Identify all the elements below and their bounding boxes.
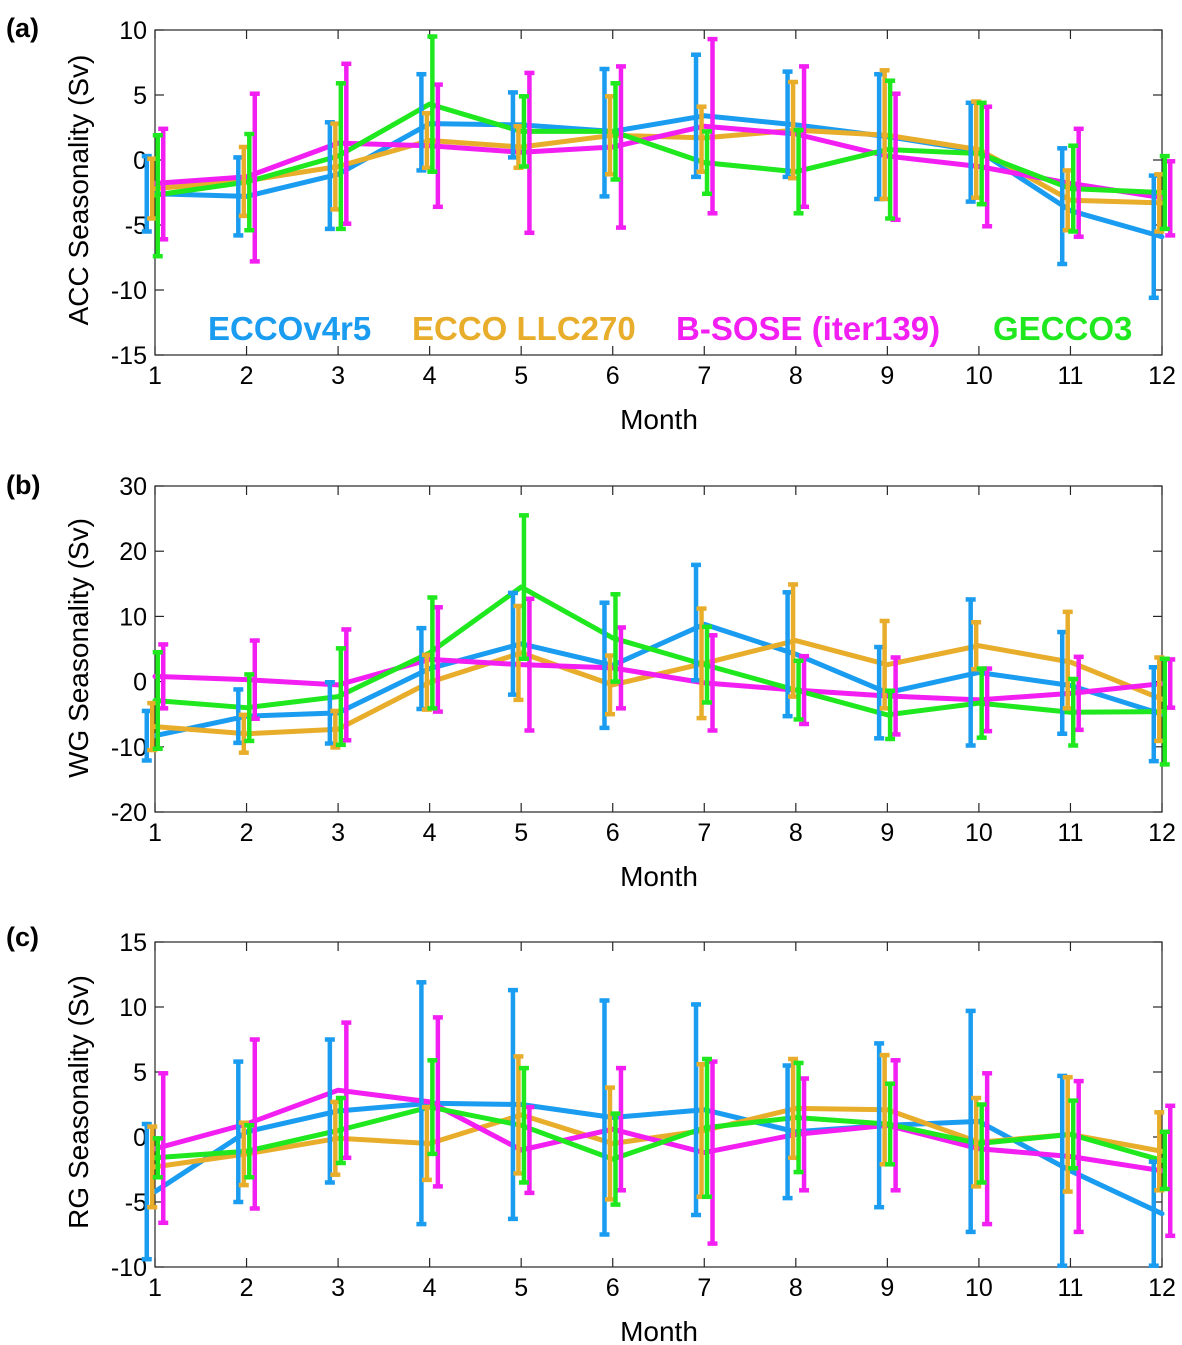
y-tick-label: 0	[133, 669, 147, 697]
x-tick-label: 12	[1148, 819, 1176, 847]
y-tick-label: -15	[111, 342, 147, 370]
series-line-eccov4r5	[152, 113, 1165, 240]
legend: ECCOv4r5 ECCO LLC270 B-SOSE (iter139) GE…	[208, 310, 1132, 347]
x-tick-label: 7	[697, 819, 711, 847]
series-line-gecco3	[152, 101, 1165, 198]
panel-a: (a) ACC Seasonality (Sv) Month ECCOv4r5 …	[6, 13, 1176, 435]
panel-a-x-axis-label: Month	[620, 404, 698, 435]
x-tick-label: 2	[240, 362, 254, 390]
error-bars-gecco3	[152, 1056, 1170, 1207]
x-tick-label: 9	[880, 819, 894, 847]
y-tick-label: -10	[111, 1254, 147, 1282]
y-tick-label: 10	[119, 603, 147, 631]
x-tick-label: 9	[880, 1274, 894, 1302]
y-tick-label: -5	[125, 212, 147, 240]
panel-c-y-axis-label: RG Seasonality (Sv)	[63, 975, 94, 1229]
y-tick-label: 10	[119, 17, 147, 45]
x-tick-label: 4	[423, 819, 437, 847]
error-bars-eccov4r5	[141, 52, 1159, 301]
error-bars-gecco3	[152, 513, 1170, 767]
error-bars-ecco-llc270	[147, 1052, 1165, 1210]
x-tick-label: 6	[606, 362, 620, 390]
x-tick-label: 2	[240, 819, 254, 847]
x-tick-label: 5	[514, 362, 528, 390]
y-tick-label: -5	[125, 1189, 147, 1217]
y-tick-label: 30	[119, 473, 147, 501]
series-line-b-sose-iter139	[152, 1087, 1165, 1174]
panel-a-letter: (a)	[6, 13, 39, 43]
x-tick-label: 3	[331, 1274, 345, 1302]
series-line-eccov4r5	[152, 621, 1165, 739]
panel-a-y-axis-label: ACC Seasonality (Sv)	[63, 55, 94, 326]
series-line-ecco-llc270	[152, 638, 1165, 737]
x-tick-label: 1	[148, 1274, 162, 1302]
panel-b: (b) WG Seasonality (Sv) Month -20 -10 0 10 2…	[6, 470, 1176, 892]
x-tick-label: 12	[1148, 362, 1176, 390]
y-tick-label: 20	[119, 538, 147, 566]
x-tick-label: 12	[1148, 1274, 1176, 1302]
error-bars-b-sose-iter139	[158, 1015, 1176, 1246]
y-tick-label: -10	[111, 277, 147, 305]
legend-entry-eccov4r5: ECCOv4r5	[208, 310, 371, 347]
panel-b-x-axis-label: Month	[620, 861, 698, 892]
x-tick-label: 9	[880, 362, 894, 390]
legend-entry-gecco3: GECCO3	[993, 310, 1132, 347]
series-line-b-sose-iter139	[152, 656, 1165, 703]
panel-b-axes-frame	[154, 485, 1163, 813]
x-tick-label: 7	[697, 362, 711, 390]
y-tick-label: 15	[119, 929, 147, 957]
x-tick-label: 4	[423, 1274, 437, 1302]
x-tick-label: 3	[331, 362, 345, 390]
x-tick-label: 5	[514, 1274, 528, 1302]
y-tick-label: 5	[133, 1059, 147, 1087]
error-bars-b-sose-iter139	[158, 596, 1176, 743]
panel-a-axes-frame	[154, 29, 1163, 356]
y-tick-label: -20	[111, 799, 147, 827]
error-bars-ecco-llc270	[147, 582, 1165, 755]
x-tick-label: 10	[965, 1274, 993, 1302]
x-tick-label: 1	[148, 819, 162, 847]
panel-c: (c) RG Seasonality (Sv) Month -10 -5 0 5 10 1…	[6, 922, 1176, 1345]
y-tick-label: 0	[133, 1124, 147, 1152]
x-tick-label: 11	[1057, 362, 1083, 390]
panel-c-letter: (c)	[6, 922, 39, 952]
error-bars-ecco-llc270	[147, 68, 1165, 234]
x-tick-label: 6	[606, 1274, 620, 1302]
error-bars-eccov4r5	[141, 980, 1159, 1268]
y-tick-label: -10	[111, 734, 147, 762]
x-tick-label: 1	[148, 362, 162, 390]
series-line-gecco3	[152, 584, 1165, 718]
x-tick-label: 7	[697, 1274, 711, 1302]
y-tick-label: 5	[133, 82, 147, 110]
x-tick-label: 5	[514, 819, 528, 847]
panel-b-y-axis-label: WG Seasonality (Sv)	[63, 518, 94, 778]
x-tick-label: 4	[423, 362, 437, 390]
x-tick-label: 8	[789, 1274, 803, 1302]
panel-c-x-axis-label: Month	[620, 1316, 698, 1345]
series-line-b-sose-iter139	[152, 123, 1165, 201]
x-tick-label: 6	[606, 819, 620, 847]
x-tick-label: 11	[1057, 819, 1083, 847]
x-tick-label: 10	[965, 362, 993, 390]
legend-entry-b-sose: B-SOSE (iter139)	[676, 310, 940, 347]
error-bars-gecco3	[152, 34, 1170, 259]
series-line-eccov4r5	[152, 1100, 1165, 1217]
legend-entry-ecco-llc270: ECCO LLC270	[412, 310, 636, 347]
panel-b-letter: (b)	[6, 470, 40, 500]
x-tick-label: 3	[331, 819, 345, 847]
x-tick-label: 8	[789, 819, 803, 847]
panel-c-axes-frame	[154, 941, 1163, 1268]
x-tick-label: 11	[1057, 1274, 1083, 1302]
x-tick-label: 8	[789, 362, 803, 390]
series-line-gecco3	[152, 1104, 1165, 1163]
y-tick-label: 10	[119, 994, 147, 1022]
x-tick-label: 10	[965, 819, 993, 847]
x-tick-label: 2	[240, 1274, 254, 1302]
